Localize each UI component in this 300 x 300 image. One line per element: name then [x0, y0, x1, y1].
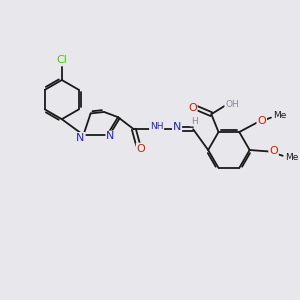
Text: H: H [191, 117, 197, 126]
Text: OH: OH [225, 100, 239, 109]
Text: NH: NH [150, 122, 163, 131]
Text: N: N [76, 133, 85, 143]
Text: O: O [137, 144, 146, 154]
Text: Me: Me [285, 153, 298, 162]
Text: N: N [106, 131, 115, 142]
Text: O: O [257, 116, 266, 126]
Text: N: N [173, 122, 181, 132]
Text: Me: Me [273, 111, 286, 120]
Text: O: O [188, 103, 197, 113]
Text: O: O [269, 146, 278, 156]
Text: Cl: Cl [56, 56, 67, 65]
